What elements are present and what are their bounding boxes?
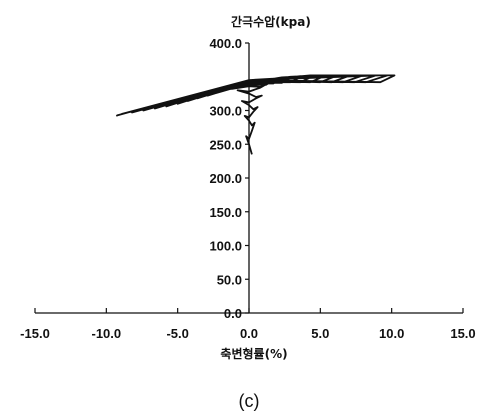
y-tick-label: 100.0 <box>209 239 242 254</box>
y-tick-label: 250.0 <box>209 137 242 152</box>
x-ticks: -15.0 -10.0 -5.0 0.0 5.0 10.0 15.0 <box>20 308 476 341</box>
x-tick-label: -5.0 <box>166 326 188 341</box>
y-tick-label: 150.0 <box>209 205 242 220</box>
y-tick-label: 50.0 <box>217 272 242 287</box>
y-tick-label: 0.0 <box>224 306 242 321</box>
x-tick-label: 10.0 <box>379 326 404 341</box>
y-tick-label: 400.0 <box>209 36 242 51</box>
x-tick-label: 0.0 <box>240 326 258 341</box>
y-tick-label: 300.0 <box>209 104 242 119</box>
panel-label: (c) <box>239 391 260 411</box>
x-axis-title: 축변형률(%) <box>220 346 287 361</box>
series-layer <box>115 74 396 155</box>
x-tick-label: -10.0 <box>92 326 122 341</box>
x-tick-label: 15.0 <box>450 326 475 341</box>
pore-pressure-series-line <box>115 74 396 155</box>
x-tick-label: 5.0 <box>311 326 329 341</box>
y-axis-title: 간극수압(kpa) <box>231 14 311 29</box>
y-tick-label: 200.0 <box>209 171 242 186</box>
x-tick-label: -15.0 <box>20 326 50 341</box>
y-ticks: 0.0 50.0 100.0 150.0 200.0 250.0 300.0 400.0 <box>209 36 249 321</box>
